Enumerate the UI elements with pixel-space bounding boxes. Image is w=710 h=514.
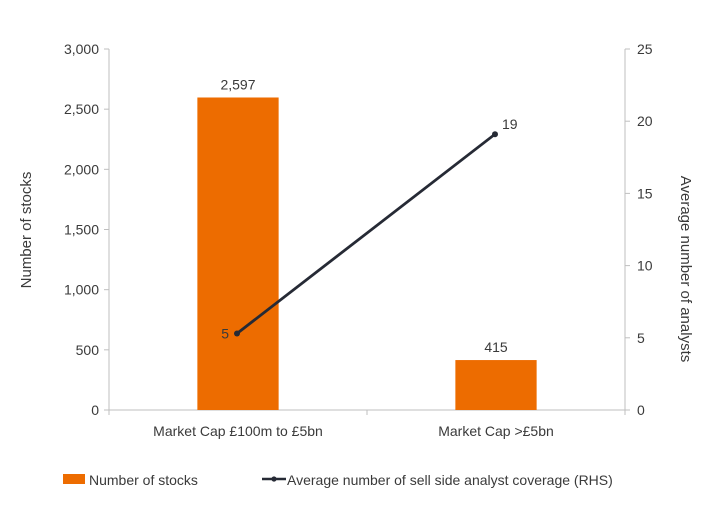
bar-data-label: 2,597: [220, 76, 255, 92]
y-axis-title: Number of stocks: [18, 172, 35, 289]
line-series: [234, 131, 498, 337]
y2-tick-label: 10: [637, 258, 653, 274]
y2-tick-label: 5: [637, 330, 645, 346]
x-tick-label: Market Cap £100m to £5bn: [153, 423, 323, 439]
legend-label-analyst-coverage: Average number of sell side analyst cove…: [287, 472, 613, 488]
y-tick-label: 2,500: [64, 101, 99, 117]
y-tick-label: 3,000: [64, 41, 99, 57]
axes: 0 500 1,000 1,500 2,000 2,500 3,000 0 5 10 15 20 25 M…: [64, 41, 653, 439]
y-tick-label: 2,000: [64, 161, 99, 177]
y2-tick-label: 20: [637, 113, 653, 129]
line-data-label: 5: [221, 325, 229, 341]
line-point: [492, 131, 498, 138]
line-path: [236, 133, 496, 335]
bar: [197, 97, 279, 411]
legend: Number of stocks Average number of sell …: [63, 472, 613, 488]
x-tick-label: Market Cap >£5bn: [438, 423, 554, 439]
legend-label-number-of-stocks: Number of stocks: [89, 472, 198, 488]
data-labels: 2,597 415 5 19: [220, 76, 517, 355]
bar: [455, 360, 537, 410]
y2-tick-label: 25: [637, 41, 653, 57]
bar-series: [197, 97, 537, 411]
y-tick-label: 0: [91, 402, 99, 418]
legend-swatch-number-of-stocks: [63, 474, 85, 484]
bar-data-label: 415: [484, 339, 508, 355]
y2-tick-label: 15: [637, 185, 653, 201]
line-data-label: 19: [502, 116, 518, 132]
line-point: [234, 330, 240, 337]
y2-tick-label: 0: [637, 402, 645, 418]
y2-axis-title: Average number of analysts: [677, 176, 694, 363]
y-tick-label: 1,000: [64, 282, 99, 298]
y-tick-label: 1,500: [64, 222, 99, 238]
y-tick-label: 500: [76, 342, 100, 358]
legend-swatch-analyst-coverage-marker: [271, 476, 277, 482]
